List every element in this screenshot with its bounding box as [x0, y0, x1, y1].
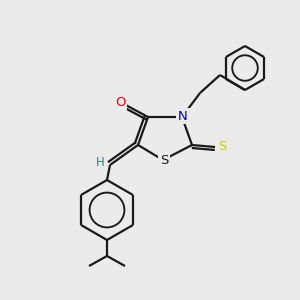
Text: N: N: [178, 110, 188, 122]
Text: O: O: [115, 95, 125, 109]
Text: S: S: [160, 154, 168, 167]
Text: S: S: [218, 140, 226, 154]
Text: H: H: [96, 157, 104, 169]
